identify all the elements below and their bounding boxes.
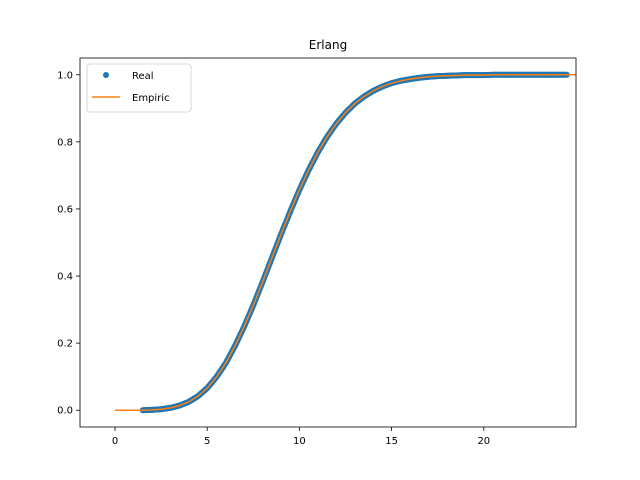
series-real (139, 71, 570, 414)
series-empiric-line (115, 74, 576, 411)
legend-label-real: Real (132, 71, 154, 82)
y-tick-label: 0.2 (57, 339, 73, 350)
y-tick-label: 1.0 (57, 70, 73, 81)
x-tick-label: 0 (112, 436, 118, 447)
legend: Real Empiric (86, 63, 192, 113)
y-axis: 0.0 0.2 0.4 0.6 0.8 1.0 (57, 70, 80, 417)
y-tick-label: 0.0 (57, 406, 73, 417)
y-tick-label: 0.4 (57, 272, 73, 283)
legend-marker-real (103, 72, 109, 78)
axes-frame (79, 57, 577, 428)
x-axis: 0 5 10 15 20 (112, 427, 490, 447)
y-tick-label: 0.8 (57, 137, 73, 148)
legend-box (86, 63, 192, 113)
plot-area (115, 71, 576, 414)
x-tick-label: 20 (477, 436, 490, 447)
y-tick-label: 0.6 (57, 204, 73, 215)
x-tick-label: 15 (385, 436, 398, 447)
legend-label-empiric: Empiric (132, 93, 170, 104)
chart-title: Erlang (309, 38, 347, 52)
x-tick-label: 10 (293, 436, 306, 447)
x-tick-label: 5 (204, 436, 210, 447)
